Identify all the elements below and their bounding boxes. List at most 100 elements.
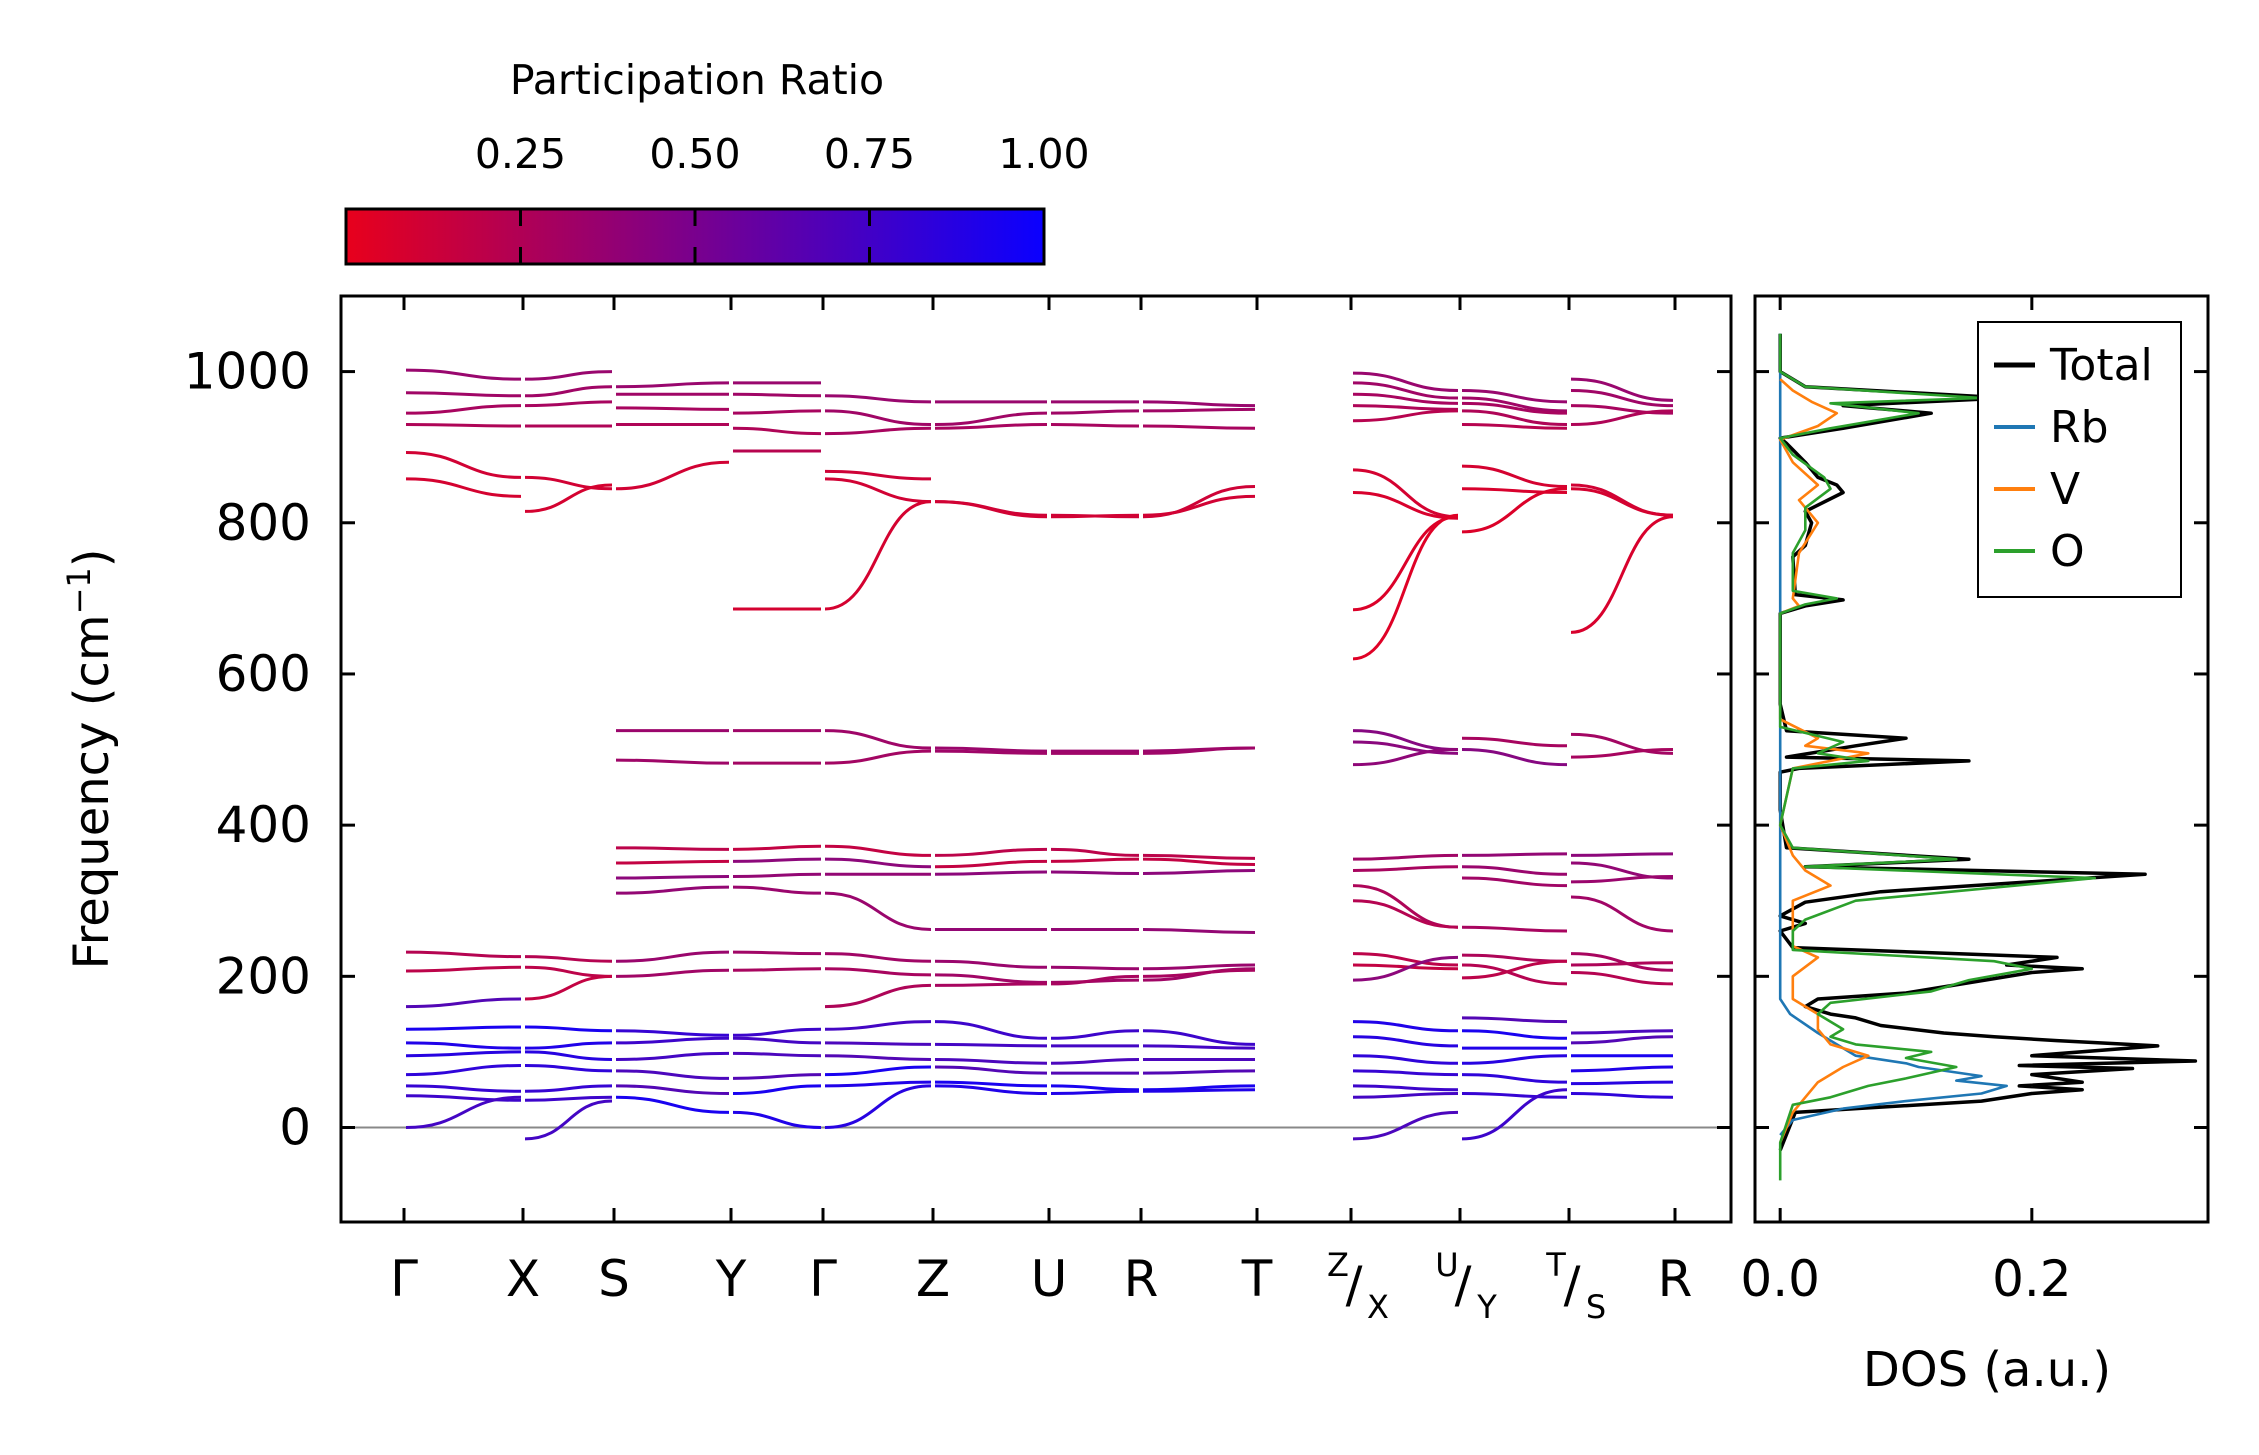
phonon-band (824, 1041, 932, 1046)
phonon-band (1352, 748, 1459, 767)
phonon-band (732, 967, 822, 972)
phonon-band (934, 746, 1048, 753)
phonon-band (405, 950, 522, 959)
phonon-band (934, 500, 1048, 519)
phonon-band (1570, 748, 1674, 759)
phonon-band (934, 749, 1048, 755)
phonon-band (824, 983, 932, 1009)
phonon-band (1142, 494, 1256, 517)
phonon-band (615, 1051, 730, 1061)
dos-x-tick-label: 0.0 (1740, 1250, 1820, 1308)
phonon-band (405, 997, 522, 1009)
phonon-band (824, 844, 932, 857)
phonon-band (732, 1084, 822, 1095)
phonon-band (1050, 857, 1140, 863)
phonon-band (732, 409, 822, 415)
phonon-band (1352, 381, 1459, 400)
k-point-label: X (506, 1250, 540, 1308)
phonon-band (615, 846, 730, 851)
phonon-band (1461, 1029, 1568, 1040)
legend-label: Total (2049, 340, 2153, 391)
phonon-band (1570, 952, 1674, 972)
phonon-band (1050, 409, 1140, 415)
phonon-band (524, 1025, 613, 1033)
phonon-band (732, 392, 822, 398)
phonon-band (1142, 400, 1256, 408)
phonon-band (1461, 1073, 1568, 1084)
phonon-band (934, 1065, 1048, 1075)
phonon-band (1461, 876, 1568, 888)
phonon-band (934, 859, 1048, 869)
phonon-band (934, 1084, 1048, 1095)
legend-label: Rb (2050, 402, 2109, 453)
phonon-band (1352, 963, 1459, 971)
phonon-band (1050, 1084, 1140, 1092)
phonon-band (1461, 865, 1568, 876)
phonon-band (405, 477, 522, 498)
phonon-band (1570, 1035, 1674, 1045)
k-point-slash: / (1346, 1256, 1363, 1314)
colorbar-tick-label: 1.00 (998, 130, 1089, 178)
dos-series-o (1778, 333, 2097, 1181)
phonon-band (732, 1027, 822, 1037)
phonon-band (1050, 423, 1140, 428)
phonon-band (1352, 404, 1459, 411)
phonon-band (824, 469, 932, 481)
k-point-label: X (1367, 1288, 1389, 1326)
phonon-band (824, 749, 932, 765)
phonon-band (1142, 1088, 1256, 1093)
phonon-band (1050, 870, 1140, 876)
band-plot-frame (339, 294, 1733, 1224)
phonon-band (1050, 965, 1140, 971)
phonon-band (615, 406, 730, 411)
phonon-band (732, 872, 822, 879)
phonon-band (1142, 968, 1256, 978)
phonon-band (1050, 1089, 1140, 1095)
phonon-band (1352, 392, 1459, 405)
phonon-band (1352, 740, 1459, 755)
phonon-band (1352, 1020, 1459, 1033)
phonon-band (1142, 1044, 1256, 1050)
phonon-band (732, 1110, 822, 1130)
colorbar-tick-label: 0.25 (475, 130, 566, 178)
k-point-label: S (1586, 1288, 1606, 1326)
dos-x-tick-label: 0.2 (1992, 1250, 2072, 1308)
phonon-band (1352, 1069, 1459, 1077)
dos-plot-frame (1753, 294, 2210, 1224)
phonon-band (1352, 955, 1459, 982)
phonon-band (1570, 388, 1674, 408)
phonon-band (1352, 371, 1459, 392)
phonon-band (824, 1065, 932, 1077)
phonon-band (405, 423, 522, 428)
phonon-band (615, 1095, 730, 1114)
y-tick-label: 400 (216, 796, 311, 854)
phonon-band (1050, 513, 1140, 519)
legend: Total Rb VO (1977, 321, 2182, 598)
phonon-band (1142, 1069, 1256, 1075)
phonon-band (405, 404, 522, 415)
phonon-band (524, 385, 613, 398)
k-point-label: Y (715, 1250, 747, 1308)
phonon-band (1142, 927, 1256, 934)
phonon-band (524, 1084, 613, 1093)
phonon-band (934, 973, 1048, 984)
phonon-band (934, 959, 1048, 969)
legend-label: V (2050, 464, 2080, 515)
phonon-band (934, 870, 1048, 876)
phonon-band (1050, 974, 1140, 986)
phonon-band (1461, 963, 1568, 986)
phonon-band (824, 891, 932, 931)
phonon-band (1142, 963, 1256, 971)
phonon-band (824, 426, 932, 436)
y-tick-label: 800 (216, 494, 311, 552)
phonon-band (1461, 464, 1568, 488)
k-point-label: T (1241, 1250, 1273, 1308)
phonon-band (1570, 852, 1674, 857)
phonon-band (524, 1064, 613, 1073)
phonon-band (1352, 1091, 1459, 1099)
phonon-band (732, 844, 822, 851)
phonon-band (615, 1084, 730, 1095)
phonon-band (1352, 468, 1459, 519)
